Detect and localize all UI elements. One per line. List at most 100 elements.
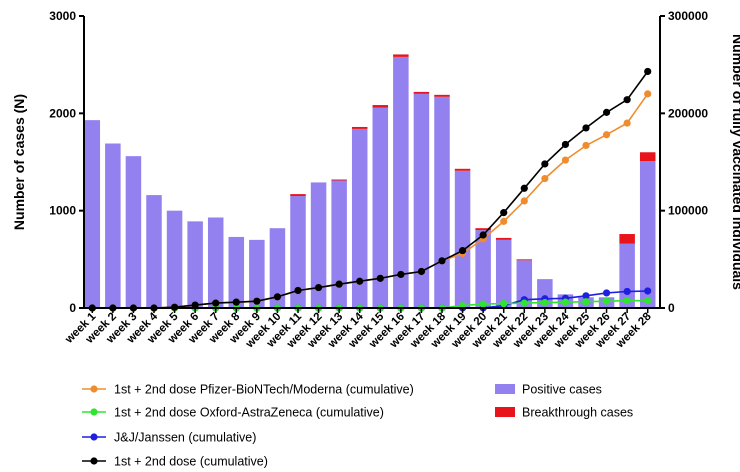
- bar-breakthrough-cases: [434, 94, 450, 97]
- series-point: [561, 156, 570, 164]
- bar-positive-cases: [228, 236, 245, 308]
- series-point: [582, 292, 590, 300]
- bar-positive-cases: [187, 221, 203, 308]
- legend-label: Positive cases: [522, 383, 602, 397]
- series-point: [623, 297, 631, 305]
- bar-positive-cases: [639, 161, 656, 308]
- right-tick-label: 0: [668, 301, 675, 315]
- series-point: [520, 197, 528, 205]
- bar-positive-cases: [434, 96, 450, 308]
- bar-breakthrough-cases: [639, 152, 656, 162]
- bar-positive-cases: [84, 120, 101, 308]
- series-line: [92, 71, 649, 309]
- series-point: [376, 274, 384, 282]
- bar-positive-cases: [475, 230, 491, 308]
- series-point: [602, 108, 611, 116]
- legend-item: Breakthrough cases: [495, 406, 633, 420]
- series-point: [623, 96, 631, 104]
- series-point: [623, 119, 631, 127]
- series-point: [541, 160, 549, 168]
- series-point: [644, 287, 652, 295]
- series-point: [458, 246, 467, 255]
- bar-breakthrough-cases: [331, 179, 347, 181]
- bar-breakthrough-cases: [413, 91, 430, 94]
- legend-item: 1st + 2nd dose Pfizer-BioNTech/Moderna (…: [82, 383, 414, 397]
- series-point: [644, 67, 652, 76]
- bar-positive-cases: [290, 196, 306, 308]
- right-tick-label: 300000: [668, 9, 708, 23]
- bar-positive-cases: [516, 260, 533, 308]
- series-point: [500, 300, 508, 308]
- series-point: [212, 299, 220, 307]
- legend-item: Positive cases: [495, 383, 602, 397]
- series-point: [356, 277, 364, 285]
- series-point: [520, 184, 528, 192]
- bar-breakthrough-cases: [475, 228, 491, 231]
- y-axis-right-title: Number of fully vaccinated individuals: [730, 34, 740, 290]
- bar-breakthrough-cases: [372, 105, 389, 108]
- series-point: [582, 298, 590, 306]
- bar-positive-cases: [413, 93, 430, 308]
- series-point: [479, 231, 487, 239]
- bar-positive-cases: [454, 170, 471, 308]
- legend-marker: [90, 457, 98, 465]
- legend-bar-swatch: [495, 384, 515, 394]
- series-point: [541, 299, 549, 307]
- legend-marker: [90, 433, 98, 441]
- series-point: [561, 298, 570, 306]
- right-tick-label: 100000: [668, 204, 708, 218]
- legend-label: 1st + 2nd dose Oxford-AstraZeneca (cumul…: [114, 406, 384, 420]
- series-point: [294, 286, 302, 295]
- bar-breakthrough-cases: [619, 234, 635, 244]
- series-point: [191, 301, 199, 309]
- series-point: [479, 300, 487, 308]
- legend-label: Breakthrough cases: [522, 406, 633, 420]
- series-point: [500, 217, 508, 225]
- series-point: [582, 141, 590, 150]
- series-point: [500, 209, 508, 217]
- series-point: [273, 293, 282, 301]
- left-tick-label: 0: [69, 301, 76, 315]
- series-point: [561, 140, 570, 149]
- bar-positive-cases: [269, 228, 286, 308]
- bar-positive-cases: [310, 182, 327, 308]
- series-point: [644, 297, 652, 305]
- series-point: [602, 289, 611, 297]
- left-tick-label: 2000: [49, 106, 76, 120]
- series-point: [397, 270, 405, 279]
- series-point: [582, 124, 590, 132]
- bar-breakthrough-cases: [516, 259, 533, 261]
- bar-positive-cases: [166, 210, 183, 308]
- series-point: [335, 280, 343, 288]
- series-point: [541, 174, 549, 183]
- legend-marker: [90, 408, 98, 416]
- series-point: [417, 267, 426, 276]
- series-point: [623, 287, 631, 296]
- legend-item: J&J/Janssen (cumulative): [82, 431, 256, 445]
- bar-breakthrough-cases: [495, 237, 512, 240]
- series-point: [602, 297, 611, 305]
- series-point: [253, 297, 261, 305]
- legend-marker: [90, 385, 98, 393]
- legend-item: 1st + 2nd dose (cumulative): [82, 455, 268, 469]
- y-axis-title: Number of cases (N): [11, 94, 27, 230]
- bar-positive-cases: [146, 195, 162, 308]
- series-point: [438, 257, 446, 265]
- series-point: [602, 131, 611, 139]
- series-point: [314, 283, 323, 292]
- legend-label: 1st + 2nd dose (cumulative): [114, 455, 268, 469]
- legend-bar-swatch: [495, 407, 515, 417]
- bar-breakthrough-cases: [393, 54, 409, 57]
- bar-breakthrough-cases: [290, 194, 306, 197]
- legend-label: 1st + 2nd dose Pfizer-BioNTech/Moderna (…: [114, 383, 414, 397]
- bar-breakthrough-cases: [454, 168, 471, 171]
- bar-positive-cases: [351, 128, 368, 308]
- series-point: [520, 299, 528, 307]
- bar-positive-cases: [125, 156, 142, 308]
- bar-positive-cases: [207, 217, 224, 308]
- legend-label: J&J/Janssen (cumulative): [114, 431, 256, 445]
- right-tick-label: 200000: [668, 106, 708, 120]
- legend-item: 1st + 2nd dose Oxford-AstraZeneca (cumul…: [82, 406, 384, 420]
